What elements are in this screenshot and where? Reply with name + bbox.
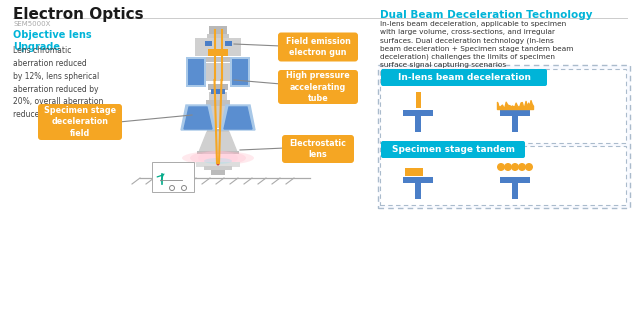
Bar bbox=[207, 34, 229, 40]
Bar bbox=[204, 166, 232, 170]
Ellipse shape bbox=[182, 151, 254, 165]
FancyBboxPatch shape bbox=[381, 141, 525, 158]
Text: Specimen stage tandem: Specimen stage tandem bbox=[392, 145, 515, 154]
Polygon shape bbox=[221, 105, 255, 130]
Text: Specimen stage
deceleration
field: Specimen stage deceleration field bbox=[44, 106, 116, 138]
Polygon shape bbox=[199, 132, 237, 152]
Polygon shape bbox=[184, 107, 212, 129]
Text: deceleration) challenges the limits of specimen: deceleration) challenges the limits of s… bbox=[380, 54, 555, 60]
Text: SEM5000X: SEM5000X bbox=[13, 21, 51, 27]
Ellipse shape bbox=[204, 158, 232, 164]
Bar bbox=[500, 110, 530, 116]
FancyBboxPatch shape bbox=[278, 70, 358, 104]
Circle shape bbox=[216, 162, 220, 165]
Bar bbox=[232, 59, 248, 85]
Bar bbox=[196, 161, 240, 166]
Polygon shape bbox=[224, 107, 252, 129]
Bar bbox=[403, 177, 433, 183]
Text: surface signal capturing scenarios: surface signal capturing scenarios bbox=[380, 62, 506, 68]
Bar bbox=[206, 100, 230, 106]
Text: surfaces. Dual deceleration technology (In-lens: surfaces. Dual deceleration technology (… bbox=[380, 38, 554, 44]
Bar bbox=[512, 116, 518, 132]
Bar bbox=[403, 110, 433, 116]
FancyBboxPatch shape bbox=[282, 135, 354, 163]
Text: beam deceleration + Specimen stage tandem beam: beam deceleration + Specimen stage tande… bbox=[380, 46, 573, 52]
Text: Electron Optics: Electron Optics bbox=[13, 7, 143, 22]
Text: Electrostatic
lens: Electrostatic lens bbox=[289, 139, 346, 159]
Bar bbox=[211, 88, 225, 93]
Bar bbox=[405, 168, 423, 176]
Text: with large volume, cross-sections, and irregular: with large volume, cross-sections, and i… bbox=[380, 29, 555, 35]
Bar bbox=[205, 41, 211, 46]
Text: Dual Beam Deceleration Technology: Dual Beam Deceleration Technology bbox=[380, 10, 593, 20]
Bar bbox=[152, 162, 194, 192]
Bar bbox=[415, 183, 421, 199]
Bar bbox=[208, 84, 228, 90]
Circle shape bbox=[525, 163, 533, 171]
Circle shape bbox=[497, 163, 505, 171]
Circle shape bbox=[504, 163, 512, 171]
Bar bbox=[186, 57, 206, 87]
FancyBboxPatch shape bbox=[380, 146, 626, 205]
Bar bbox=[205, 63, 231, 81]
Bar bbox=[207, 129, 229, 134]
Circle shape bbox=[511, 163, 519, 171]
Text: Objective lens
Upgrade: Objective lens Upgrade bbox=[13, 30, 92, 52]
Bar bbox=[230, 57, 250, 87]
Bar bbox=[211, 170, 225, 175]
Bar bbox=[209, 92, 227, 102]
Circle shape bbox=[182, 186, 186, 191]
Text: Field emission
electron gun: Field emission electron gun bbox=[285, 37, 351, 57]
Ellipse shape bbox=[190, 151, 246, 165]
Text: Lens chromatic
aberration reduced
by 12%, lens spherical
aberration reduced by
2: Lens chromatic aberration reduced by 12%… bbox=[13, 46, 104, 119]
FancyBboxPatch shape bbox=[381, 69, 547, 86]
Circle shape bbox=[170, 186, 175, 191]
FancyBboxPatch shape bbox=[378, 65, 630, 208]
FancyBboxPatch shape bbox=[38, 104, 122, 140]
Bar bbox=[206, 57, 230, 62]
Bar bbox=[188, 59, 204, 85]
Bar bbox=[500, 177, 530, 183]
Ellipse shape bbox=[198, 151, 238, 165]
Bar bbox=[195, 38, 241, 56]
Bar bbox=[204, 106, 232, 128]
Bar bbox=[512, 183, 518, 199]
Bar bbox=[197, 150, 239, 153]
Circle shape bbox=[518, 163, 526, 171]
Polygon shape bbox=[181, 105, 215, 130]
Text: High pressure
accelerating
tube: High pressure accelerating tube bbox=[286, 71, 350, 103]
Bar bbox=[415, 116, 421, 132]
Text: In-lens beam deceleration: In-lens beam deceleration bbox=[397, 73, 531, 82]
Text: In-lens beam deceleration, applicable to specimen: In-lens beam deceleration, applicable to… bbox=[380, 21, 566, 27]
FancyBboxPatch shape bbox=[278, 32, 358, 62]
Bar bbox=[208, 49, 228, 56]
Bar bbox=[225, 41, 232, 46]
Bar bbox=[209, 26, 227, 34]
FancyBboxPatch shape bbox=[380, 69, 626, 143]
Bar bbox=[415, 92, 420, 108]
